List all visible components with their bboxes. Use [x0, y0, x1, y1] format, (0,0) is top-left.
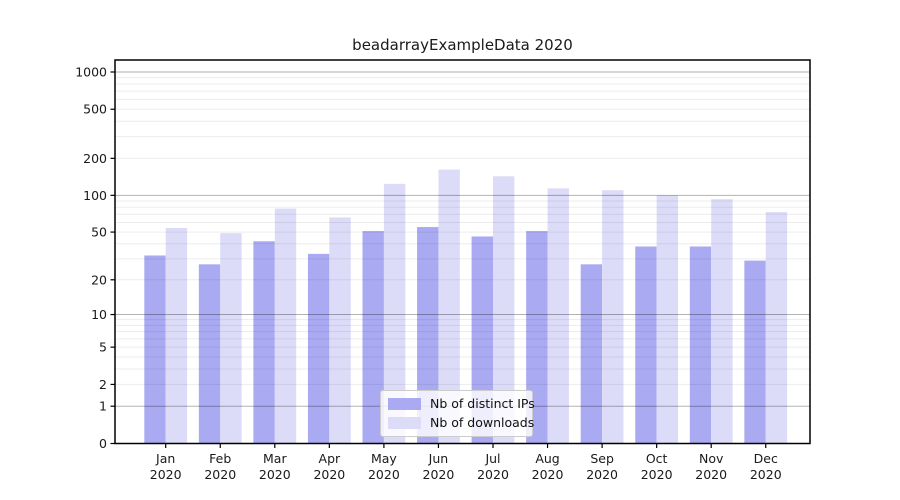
- x-tick-label-month: Oct: [646, 451, 668, 466]
- x-tick-label-month: Dec: [754, 451, 778, 466]
- x-tick-label-month: Jul: [484, 451, 500, 466]
- bar-dec-distinct-ips: [744, 260, 766, 444]
- y-tick-label: 5: [99, 340, 107, 355]
- y-tick-label: 100: [83, 188, 107, 203]
- bar-mar-distinct-ips: [253, 241, 275, 444]
- x-tick-label-year: 2020: [695, 467, 727, 482]
- bar-oct-downloads: [656, 195, 679, 444]
- y-tick-label: 0: [99, 436, 107, 451]
- bar-aug-downloads: [547, 188, 569, 444]
- x-tick-label-year: 2020: [750, 467, 782, 482]
- legend-item-distinct-ips: Nb of distinct IPs: [388, 397, 535, 411]
- x-tick-label-year: 2020: [313, 467, 345, 482]
- x-tick-label-month: Mar: [263, 451, 287, 466]
- legend-label-downloads: Nb of downloads: [430, 415, 535, 430]
- x-tick-label-year: 2020: [204, 467, 236, 482]
- x-tick-label-month: May: [371, 451, 397, 466]
- x-tick-label-year: 2020: [150, 467, 182, 482]
- chart-title: beadarrayExampleData 2020: [352, 36, 573, 54]
- bar-dec-downloads: [765, 212, 788, 444]
- x-tick-label-year: 2020: [259, 467, 291, 482]
- bar-feb-distinct-ips: [198, 264, 221, 444]
- x-tick-label-month: Nov: [699, 451, 724, 466]
- bar-nov-distinct-ips: [689, 246, 712, 444]
- bar-apr-downloads: [329, 217, 351, 444]
- plot-frame: [114, 59, 811, 445]
- x-tick-label-year: 2020: [368, 467, 400, 482]
- legend-label-distinct-ips: Nb of distinct IPs: [430, 396, 535, 411]
- x-tick-label-year: 2020: [641, 467, 673, 482]
- x-tick-label-year: 2020: [477, 467, 509, 482]
- bar-oct-distinct-ips: [635, 246, 657, 444]
- bar-jul-downloads: [493, 176, 515, 444]
- bar-sep-distinct-ips: [580, 264, 603, 444]
- x-tick-label-month: Aug: [535, 451, 559, 466]
- y-tick-label: 10: [91, 307, 107, 322]
- bar-nov-downloads: [711, 199, 733, 444]
- y-tick-label: 50: [91, 225, 107, 240]
- legend-swatch-distinct-ips: [388, 398, 421, 410]
- y-tick-label: 2: [99, 377, 107, 392]
- x-tick-label-year: 2020: [423, 467, 455, 482]
- bar-feb-downloads: [220, 233, 242, 444]
- bar-may-downloads: [383, 183, 406, 444]
- y-tick-label: 20: [91, 272, 107, 287]
- bar-sep-downloads: [602, 190, 624, 444]
- x-tick-label-month: Jun: [428, 451, 449, 466]
- bar-jun-distinct-ips: [417, 227, 439, 444]
- bar-apr-distinct-ips: [307, 253, 330, 444]
- y-tick-label: 1: [99, 399, 107, 414]
- legend-swatch-downloads: [388, 417, 421, 429]
- y-tick-label: 500: [83, 102, 107, 117]
- x-tick-label-month: Sep: [590, 451, 614, 466]
- bar-mar-downloads: [274, 208, 297, 444]
- bar-jan-downloads: [165, 228, 188, 444]
- y-tick-label: 200: [83, 151, 107, 166]
- y-tick-label: 1000: [75, 65, 107, 80]
- x-tick-label-month: Jan: [155, 451, 175, 466]
- legend: Nb of distinct IPs Nb of downloads: [380, 390, 535, 437]
- x-tick-label-year: 2020: [532, 467, 564, 482]
- legend-item-downloads: Nb of downloads: [388, 416, 534, 430]
- bar-jun-downloads: [438, 169, 460, 444]
- x-tick-label-month: Apr: [319, 451, 341, 466]
- bar-may-distinct-ips: [362, 231, 384, 444]
- x-tick-label-month: Feb: [209, 451, 231, 466]
- bar-jan-distinct-ips: [144, 255, 166, 444]
- x-tick-label-year: 2020: [586, 467, 618, 482]
